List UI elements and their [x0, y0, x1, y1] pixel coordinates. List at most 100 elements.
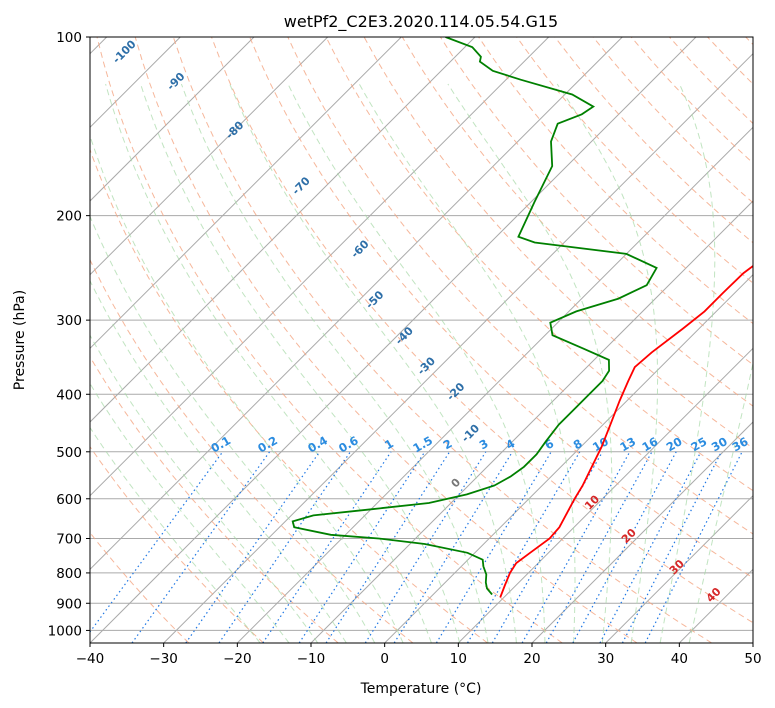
- moist-adiabat-line: [659, 83, 716, 643]
- isotherm-line: [90, 37, 476, 423]
- dry-adiabat-label: -90: [164, 70, 187, 93]
- dry-adiabat-line: [90, 148, 488, 643]
- mixing-ratio-label: 30: [709, 434, 730, 454]
- dry-adiabat-label: -50: [363, 288, 386, 311]
- mixing-ratio-line: [90, 451, 224, 633]
- dry-adiabat-line: [287, 37, 753, 535]
- moist-adiabat-line: [90, 215, 376, 643]
- mixing-ratio-line: [545, 451, 653, 643]
- isotherm-line: [531, 421, 753, 643]
- mixing-ratio-label: 36: [730, 434, 751, 454]
- moist-adiabat-label: 20: [619, 526, 639, 546]
- moist-adiabat-line: [105, 83, 432, 643]
- isotherm-line: [384, 273, 753, 643]
- dry-adiabat-line: [172, 37, 712, 643]
- mixing-ratio-line: [491, 451, 604, 643]
- moist-adiabat-line: [140, 83, 461, 643]
- x-axis-label: Temperature (°C): [360, 681, 482, 697]
- moist-adiabats: [90, 83, 753, 643]
- dry-adiabat-label: -30: [415, 354, 438, 377]
- isotherm-line: [310, 200, 753, 643]
- isotherm-line: [90, 37, 255, 202]
- dry-adiabat-line: [745, 37, 753, 46]
- moist-adiabat-line: [229, 83, 517, 643]
- mixing-ratio-label: 13: [617, 434, 638, 454]
- x-tick-label: 30: [597, 651, 614, 667]
- dry-adiabats: [90, 37, 753, 643]
- mixing-ratio-label: 10: [590, 434, 611, 454]
- y-tick-label: 900: [56, 596, 82, 612]
- mixing-ratio-line: [364, 451, 487, 643]
- mixing-ratio-line: [185, 451, 321, 643]
- y-axis-label: Pressure (hPa): [12, 290, 28, 390]
- x-tick-label: 0: [380, 651, 389, 667]
- mixing-ratio-line: [644, 451, 743, 643]
- mixing-ratio-line: [572, 451, 677, 643]
- y-tick-label: 500: [56, 445, 82, 461]
- moist-adiabat-line: [90, 382, 290, 643]
- x-tick-label: −10: [297, 651, 326, 667]
- isotherm-line: [90, 37, 697, 643]
- mixing-ratio-label: 3: [477, 436, 491, 452]
- dry-adiabat-line: [211, 37, 753, 624]
- isotherm-line: [90, 37, 623, 571]
- dry-adiabat-line: [478, 37, 753, 325]
- plot-frame: [89, 36, 754, 644]
- dry-adiabat-line: [90, 355, 339, 643]
- isotherm-line: [605, 494, 753, 643]
- mixing-ratio-line: [393, 451, 513, 643]
- dry-adiabat-line: [90, 445, 264, 643]
- moist-adiabat-line: [90, 426, 261, 643]
- y-tick-label: 700: [56, 532, 82, 548]
- isotherm-line: [236, 126, 753, 643]
- x-tick-label: −20: [223, 651, 252, 667]
- moist-adiabat-line: [180, 83, 489, 643]
- y-tick-label: 600: [56, 492, 82, 508]
- dry-adiabat-line: [669, 37, 753, 125]
- mixing-ratio-label: 2: [441, 436, 455, 452]
- mixing-ratio-line: [218, 451, 351, 643]
- dry-adiabat-line: [90, 531, 190, 643]
- moist-adiabat-line: [90, 134, 404, 643]
- mixing-ratio-line: [599, 451, 702, 643]
- moist-adiabat-label: 10: [582, 492, 602, 512]
- dry-adiabat-line: [516, 37, 753, 284]
- dry-adiabat-label: -20: [444, 380, 467, 403]
- mixing-ratio-line: [466, 451, 581, 643]
- y-tick-label: 100: [56, 30, 82, 46]
- mixing-ratio-label: 20: [664, 434, 685, 454]
- dry-adiabat-line: [707, 37, 753, 85]
- dry-adiabat-line: [249, 37, 753, 579]
- moist-adiabat-line: [688, 361, 753, 643]
- moist-adiabat-label: 30: [667, 557, 687, 577]
- dry-adiabat-label: 0: [449, 476, 464, 491]
- x-tick-label: 20: [523, 651, 540, 667]
- isotherm-line: [163, 52, 753, 643]
- moist-adiabat-line: [90, 279, 347, 643]
- x-tick-label: 40: [671, 651, 688, 667]
- dry-adiabat-line: [325, 37, 753, 492]
- isotherm-line: [678, 568, 753, 643]
- temperature-profile-line: [499, 264, 753, 598]
- isotherm-line: [90, 37, 550, 497]
- moist-adiabat-line: [90, 334, 319, 643]
- moist-adiabat-line: [556, 83, 659, 643]
- x-tick-label: −40: [76, 651, 105, 667]
- grid-lines: [90, 37, 753, 643]
- mixing-ratio-line: [435, 451, 552, 643]
- dry-adiabat-label: -40: [393, 324, 416, 347]
- mixing-ratio-lines: [90, 451, 743, 643]
- isotherm-line: [90, 37, 402, 350]
- mixing-ratio-line: [325, 451, 451, 643]
- dry-adiabat-label: -100: [110, 37, 139, 66]
- x-tick-label: 10: [450, 651, 467, 667]
- dry-adiabat-label: -70: [290, 174, 313, 197]
- dewpoint-profile-line: [291, 37, 658, 596]
- moist-adiabat-line: [358, 83, 576, 643]
- moist-adiabat-line: [287, 83, 546, 643]
- axis-ticks: −40 −30 −20 −10 0 10 20 30 40 5010020030040050060…: [48, 30, 762, 667]
- sounding-series: [291, 37, 753, 598]
- y-tick-label: 300: [56, 313, 82, 329]
- moist-adiabat-line: [447, 83, 613, 643]
- chart-title: wetPf2_C2E3.2020.114.05.54.G15: [284, 12, 558, 32]
